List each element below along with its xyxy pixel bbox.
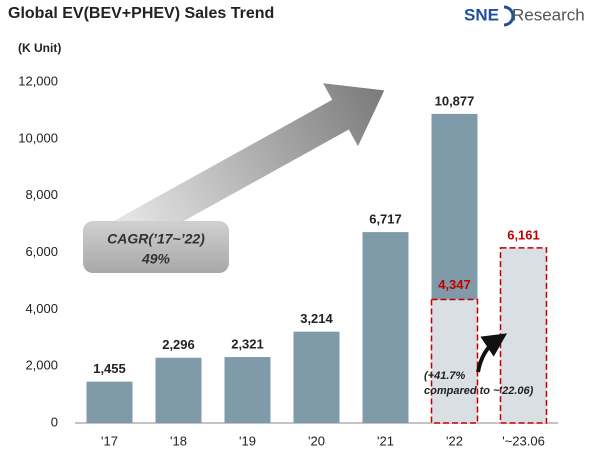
cagr-value: 49% bbox=[141, 251, 171, 267]
x-tick-label: '18 bbox=[170, 433, 187, 448]
y-tick-label: 12,000 bbox=[18, 73, 58, 88]
bar bbox=[293, 331, 340, 423]
plot: 0 2,000 4,000 6,000 8,000 10,000 12,000 '17 1,45… bbox=[18, 73, 558, 448]
x-tick-label: '20 bbox=[308, 433, 325, 448]
logo-text: Research bbox=[512, 5, 585, 24]
x-tick-label: '~23.06 bbox=[502, 433, 545, 448]
h1-label: 4,347 bbox=[438, 277, 471, 292]
h1-bar bbox=[430, 298, 479, 424]
y-tick-label: 6,000 bbox=[25, 244, 58, 259]
logo-arc bbox=[503, 5, 515, 27]
value-label: 2,296 bbox=[162, 337, 195, 352]
y-tick-label: 4,000 bbox=[25, 301, 58, 316]
y-tick-label: 10,000 bbox=[18, 130, 58, 145]
value-label: 10,877 bbox=[435, 93, 475, 108]
y-tick-label: 2,000 bbox=[25, 358, 58, 373]
value-label: 6,717 bbox=[369, 212, 402, 227]
value-label: 6,161 bbox=[507, 227, 540, 242]
growth-note-detail: compared to ~'22.06) bbox=[424, 385, 534, 397]
value-label: 2,321 bbox=[231, 336, 264, 351]
trend-arrow bbox=[91, 83, 385, 263]
x-tick-label: '19 bbox=[239, 433, 256, 448]
bar bbox=[86, 381, 133, 423]
y-tick-label: 0 bbox=[51, 414, 58, 429]
growth-note: (+41.7% bbox=[424, 370, 465, 382]
growth-arrow bbox=[476, 333, 507, 373]
y-tick-label: 8,000 bbox=[25, 187, 58, 202]
x-tick-label: '22 bbox=[446, 433, 463, 448]
value-label: 1,455 bbox=[93, 361, 126, 376]
chart-title: Global EV(BEV+PHEV) Sales Trend bbox=[8, 5, 274, 22]
logo-mark: SNE bbox=[464, 5, 499, 24]
x-tick-label: '21 bbox=[377, 433, 394, 448]
x-tick-label: '17 bbox=[101, 433, 118, 448]
value-label: 3,214 bbox=[300, 311, 333, 326]
cagr-text: CAGR(’17~’22) bbox=[107, 231, 205, 247]
bar bbox=[362, 232, 409, 423]
bar bbox=[224, 357, 271, 423]
arrow-shape bbox=[91, 83, 385, 263]
cagr-box bbox=[83, 221, 229, 273]
bar bbox=[155, 357, 202, 423]
y-axis-label: (K Unit) bbox=[18, 41, 61, 55]
